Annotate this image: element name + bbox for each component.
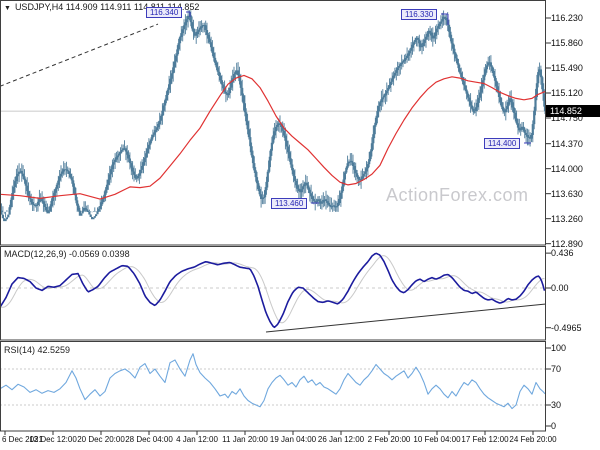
chart-title: ▼ USDJPY,H4 114.909 114.911 114.811 114.8…	[4, 2, 199, 12]
macd-axis-label: -0.4965	[551, 322, 582, 333]
price-tag[interactable]: 116.330	[401, 9, 438, 20]
macd-axis-label: 0.436	[551, 248, 574, 259]
price-axis-label: 112.890	[551, 238, 583, 249]
price-axis-label: 114.370	[551, 138, 583, 149]
price-tag[interactable]: 116.340	[146, 7, 183, 18]
rsi-axis-label: 30	[551, 400, 562, 410]
time-axis-label: 19 Jan 04:00	[269, 435, 317, 444]
price-axis-label: 113.260	[551, 213, 583, 224]
macd-trendline	[265, 303, 547, 333]
time-axis-label: 6 Dec 2021	[2, 435, 43, 444]
time-axis-label: 24 Feb 20:00	[509, 435, 557, 444]
price-axis-label: 115.490	[551, 62, 583, 73]
panel-border	[0, 0, 546, 246]
time-axis-label: 26 Jan 12:00	[317, 435, 365, 444]
macd-axis-label: 0.00	[551, 283, 569, 293]
macd-signal-line	[0, 255, 545, 324]
price-axis-label: 114.750	[551, 112, 583, 123]
current-price-box: 114.852	[546, 105, 600, 117]
time-axis-label: 4 Jan 12:00	[176, 435, 218, 444]
time-axis-label: 2 Feb 20:00	[367, 435, 411, 444]
price-tag[interactable]: 113.460	[271, 198, 308, 209]
rsi-axis-label: 100	[551, 343, 567, 353]
symbol-ohlc-text: USDJPY,H4 114.909 114.911 114.811 114.85…	[14, 2, 200, 12]
price-axis-label: 115.120	[551, 87, 583, 98]
price-axis-label: 113.630	[551, 188, 583, 199]
time-axis-label: 20 Dec 20:00	[77, 435, 125, 444]
panel-border	[0, 341, 546, 432]
symbol-dropdown-icon[interactable]: ▼	[4, 5, 11, 12]
price-tag[interactable]: 114.400	[484, 138, 521, 149]
panel-border	[0, 246, 546, 341]
price-axis-label: 115.860	[551, 37, 583, 48]
macd-indicator-label: MACD(12,26,9) -0.0569 0.0398	[4, 249, 130, 259]
candle-bodies	[0, 15, 547, 222]
time-axis-label: 28 Dec 04:00	[125, 435, 173, 444]
price-axis-label: 116.230	[551, 13, 583, 23]
price-axis-label: 114.000	[551, 163, 583, 174]
time-axis-label: 13 Dec 12:00	[29, 435, 77, 444]
time-axis-label: 11 Jan 20:00	[222, 435, 268, 444]
rsi-indicator-label: RSI(14) 42.5259	[4, 345, 71, 355]
rsi-axis-label: 70	[551, 364, 562, 374]
time-axis-label: 10 Feb 04:00	[413, 435, 461, 444]
rsi-axis-label: 0	[551, 421, 557, 431]
rsi-line	[0, 353, 546, 410]
ma-line	[0, 74, 546, 200]
watermark: ActionForex.com	[386, 185, 529, 205]
dashed-trendline	[0, 23, 159, 87]
time-axis-label: 17 Feb 12:00	[461, 435, 509, 444]
macd-line	[0, 252, 546, 329]
